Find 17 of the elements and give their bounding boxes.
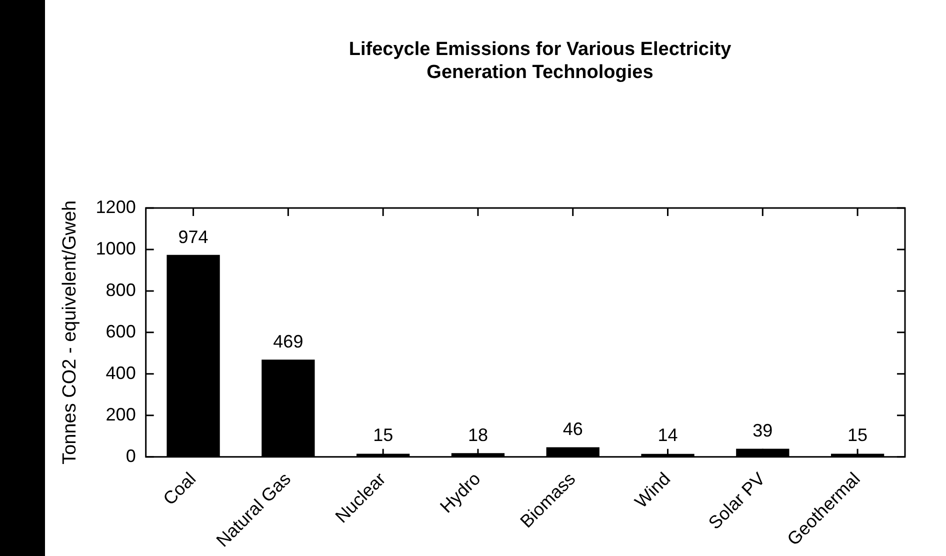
y-tick-label: 600	[106, 321, 136, 342]
data-label: 18	[468, 424, 488, 445]
data-label: 469	[273, 332, 304, 352]
chart-title: Lifecycle Emissions for Various Electricity Generation Technologies	[348, 38, 732, 84]
y-tick-label: 400	[106, 362, 136, 383]
y-tick-label: 0	[126, 446, 136, 466]
y-tick-label: 1000	[96, 238, 136, 258]
data-label: 39	[752, 420, 773, 441]
data-label: 46	[562, 419, 583, 440]
y-axis-title: Tonnes CO2 - equivelent/Gweh	[60, 200, 81, 464]
y-tick-label: 1200	[96, 196, 136, 217]
data-label: 974	[178, 226, 208, 247]
data-label: 15	[373, 424, 394, 445]
data-label: 14	[658, 424, 678, 445]
data-label: 15	[848, 424, 868, 445]
y-tick-label: 200	[106, 404, 136, 424]
y-tick-label: 800	[106, 280, 136, 300]
